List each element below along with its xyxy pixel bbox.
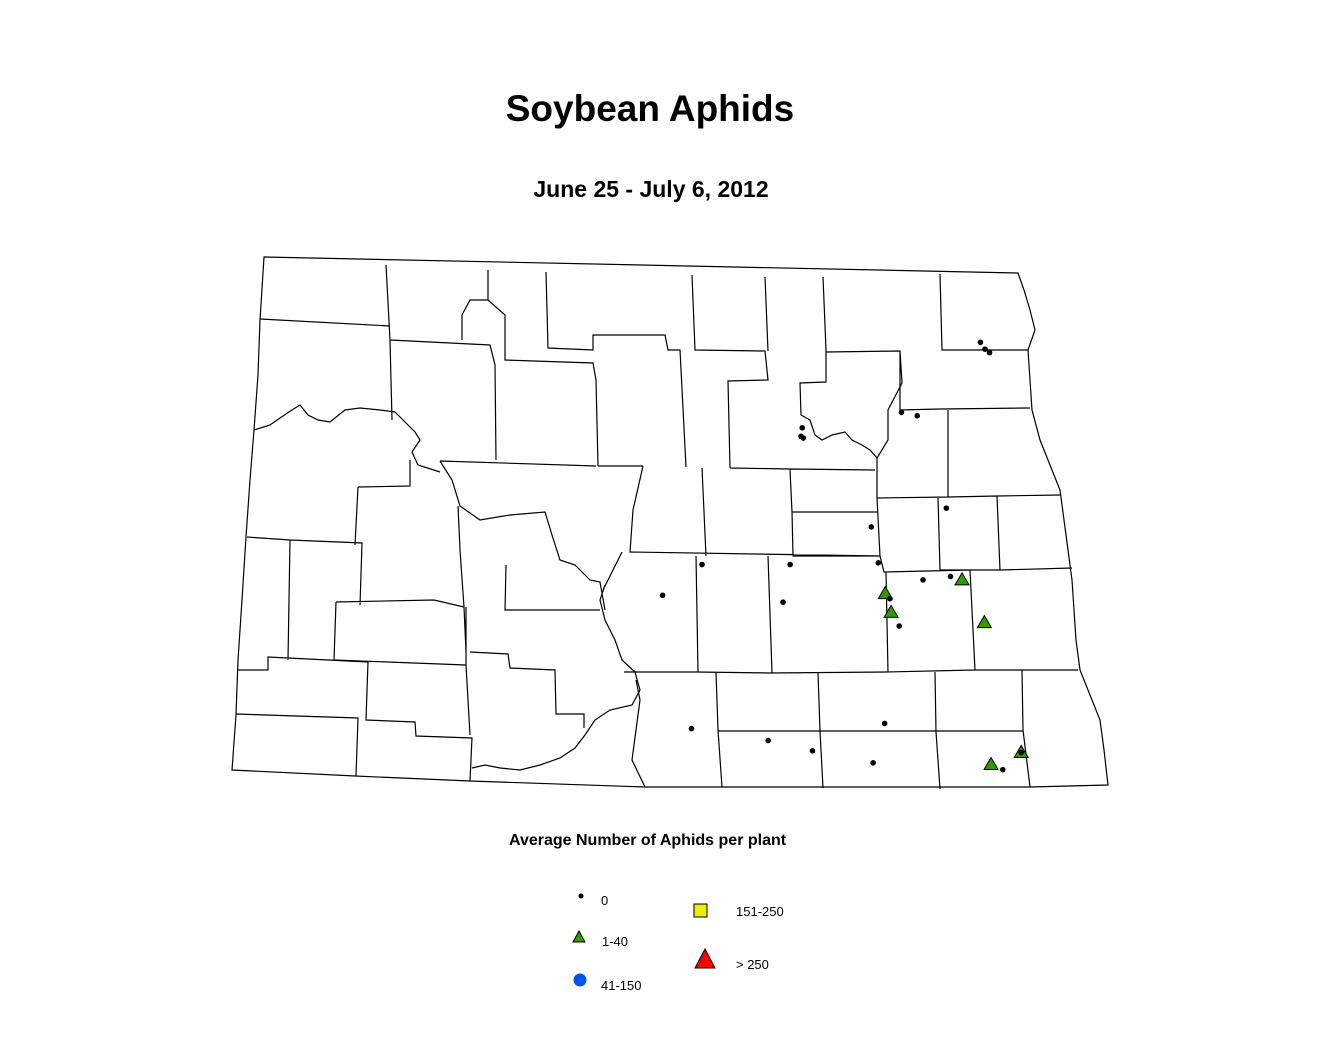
site-marker-1-40 [954,571,970,586]
site-marker-zero [898,409,905,416]
site-marker-zero [870,759,876,766]
site-marker-1-40 [877,585,894,600]
map-title: Soybean Aphids [505,88,795,129]
site-marker-zero [977,339,984,346]
site-marker-zero [659,592,666,599]
site-marker-zero [800,435,807,441]
site-marker-zero [914,413,921,419]
site-marker-zero [780,599,786,605]
legend-title: Average Number of Aphids per plant [509,832,787,849]
site-marker-zero [896,623,903,629]
legend-label-over-250: > 250 [736,957,769,972]
county-boundaries [231,256,1109,790]
site-marker-zero [1018,749,1024,756]
site-marker-zero [887,595,893,602]
site-marker-zero [787,561,793,568]
legend-circle-icon [573,973,587,987]
legend-square-icon [693,903,708,918]
site-marker-zero [765,737,772,744]
devils-lake [800,414,878,459]
site-marker-zero [875,560,882,566]
map-subtitle: June 25 - July 6, 2012 [533,176,769,202]
site-marker-zero [799,424,806,431]
site-marker-zero [809,748,816,754]
legend-label-41-150: 41-150 [601,978,642,993]
site-marker-zero [947,573,954,580]
state-outline [231,256,1109,788]
site-marker-zero [868,524,875,530]
legend-large-triangle-icon [694,948,716,969]
site-marker-1-40 [883,604,899,618]
site-marker-zero [999,766,1006,773]
site-marker-zero [881,720,888,727]
survey-sites [659,339,1030,773]
site-marker-zero [943,505,950,511]
legend-dot-icon [578,893,584,899]
site-marker-1-40 [983,756,999,770]
legend-triangle-icon [572,930,586,943]
site-marker-zero [688,725,695,732]
missouri-river [253,404,641,771]
legend-label-1-40: 1-40 [602,934,629,949]
legend-label-151-250: 151-250 [736,904,784,919]
legend-label-0: 0 [601,893,609,908]
site-marker-zero [699,561,705,568]
site-marker-zero [920,577,926,583]
site-marker-1-40 [976,614,993,629]
site-marker-zero [986,349,993,356]
site-marker-zero [982,346,988,352]
